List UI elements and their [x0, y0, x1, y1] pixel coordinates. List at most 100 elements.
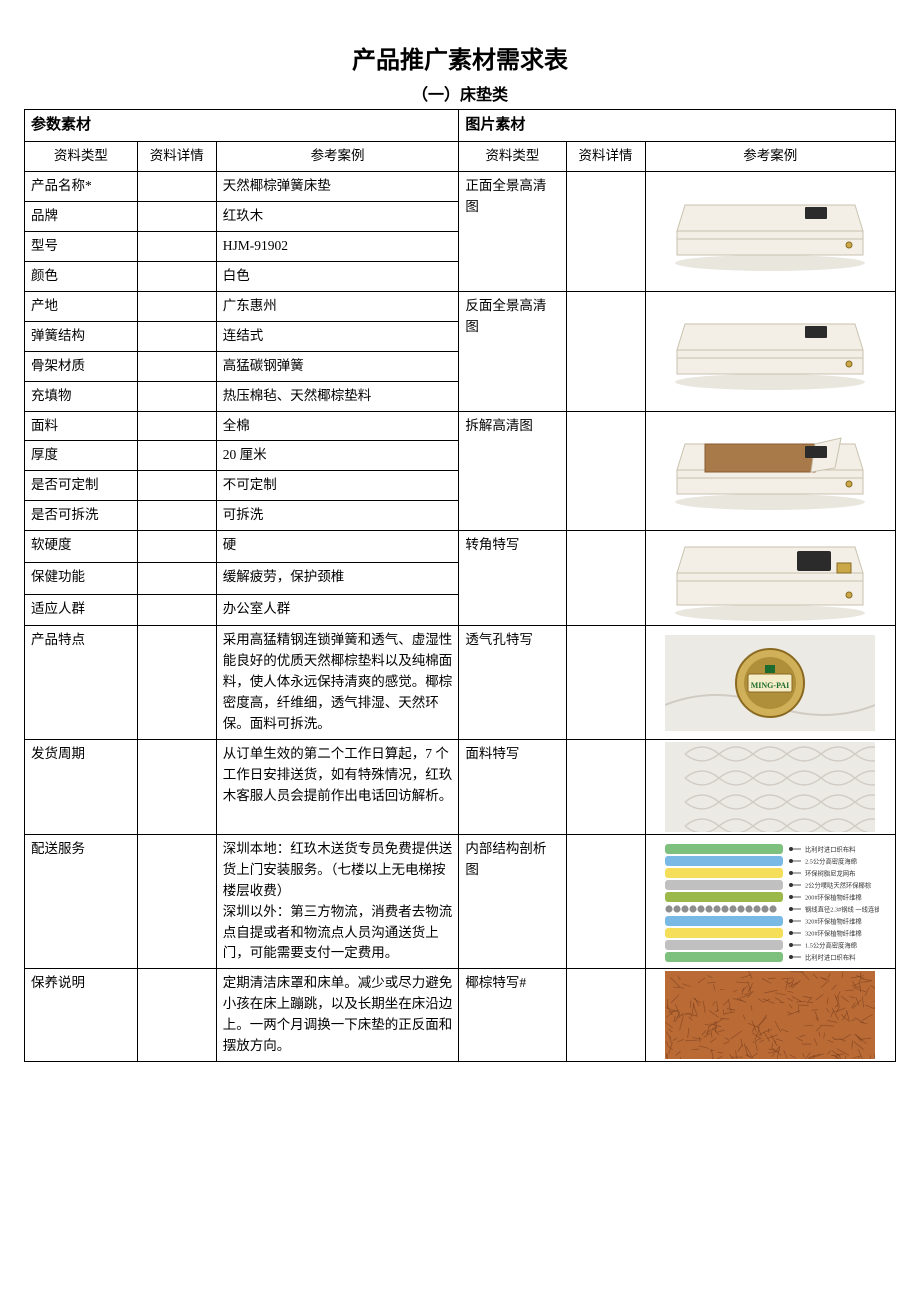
image-label: 内部结构剖析图	[459, 834, 566, 969]
svg-text:320#环保植物纤维棉: 320#环保植物纤维棉	[805, 916, 862, 925]
param-label: 是否可拆洗	[25, 501, 138, 531]
svg-text:环保树脂尼龙网布: 环保树脂尼龙网布	[805, 868, 855, 877]
svg-text:钢线直径2.3#钢线 一线连锁拉丝弹丝弹簧: 钢线直径2.3#钢线 一线连锁拉丝弹丝弹簧	[805, 904, 879, 913]
table-row: 产品特点采用高猛精钢连锁弹簧和透气、虚湿性能良好的优质天然椰棕垫料以及纯棉面料，…	[25, 626, 896, 740]
param-detail	[137, 291, 216, 321]
param-example: 全棉	[216, 411, 459, 441]
col-header-0: 资料类型	[25, 142, 138, 172]
param-label: 颜色	[25, 261, 138, 291]
param-label: 适应人群	[25, 594, 138, 626]
param-detail	[137, 834, 216, 969]
svg-text:320#环保植物纤维棉: 320#环保植物纤维棉	[805, 928, 862, 937]
svg-text:MING-PAI: MING-PAI	[751, 681, 790, 690]
param-example: 从订单生效的第二个工作日算起，7 个工作日安排送货，如有特殊情况，红玖木客服人员…	[216, 739, 459, 834]
param-detail	[137, 381, 216, 411]
param-label: 产品特点	[25, 626, 138, 740]
param-label: 厚度	[25, 441, 138, 471]
table-row: 产地广东惠州反面全景高清图	[25, 291, 896, 321]
image-detail	[566, 411, 645, 531]
svg-text:2公分噗哒天然环保椰棕: 2公分噗哒天然环保椰棕	[805, 880, 872, 889]
param-label: 品牌	[25, 202, 138, 232]
image-label: 反面全景高清图	[459, 291, 566, 411]
param-label: 是否可定制	[25, 471, 138, 501]
param-example: 20 厘米	[216, 441, 459, 471]
svg-text:2.5公分高密度海绵: 2.5公分高密度海绵	[805, 856, 857, 865]
table-row: 软硬度硬转角特写	[25, 531, 896, 563]
param-detail	[137, 501, 216, 531]
param-example: HJM-91902	[216, 232, 459, 262]
param-detail	[137, 411, 216, 441]
param-example: 硬	[216, 531, 459, 563]
param-example: 天然椰棕弹簧床垫	[216, 172, 459, 202]
image-detail	[566, 291, 645, 411]
param-label: 保健功能	[25, 562, 138, 594]
param-detail	[137, 626, 216, 740]
param-example: 缓解疲劳，保护颈椎	[216, 562, 459, 594]
svg-text:比利时进口织布料: 比利时进口织布料	[805, 952, 856, 961]
image-label: 转角特写	[459, 531, 566, 626]
param-example: 定期清洁床罩和床单。减少或尽力避免小孩在床上蹦跳，以及长期坐在床沿边上。一两个月…	[216, 969, 459, 1062]
param-label: 骨架材质	[25, 351, 138, 381]
param-detail	[137, 261, 216, 291]
col-header-1: 资料详情	[137, 142, 216, 172]
param-example: 红玖木	[216, 202, 459, 232]
col-header-4: 资料详情	[566, 142, 645, 172]
col-header-2: 参考案例	[216, 142, 459, 172]
param-label: 面料	[25, 411, 138, 441]
param-detail	[137, 594, 216, 626]
param-example: 热压棉毡、天然椰棕垫料	[216, 381, 459, 411]
param-example: 高猛碳钢弹簧	[216, 351, 459, 381]
page-subtitle: （一）床垫类	[24, 81, 896, 105]
mattress-front	[645, 172, 896, 292]
image-detail	[566, 626, 645, 740]
image-label: 透气孔特写	[459, 626, 566, 740]
mattress-corner	[645, 531, 896, 626]
image-label: 面料特写	[459, 739, 566, 834]
image-detail	[566, 739, 645, 834]
param-detail	[137, 321, 216, 351]
param-detail	[137, 232, 216, 262]
param-detail	[137, 739, 216, 834]
param-example: 白色	[216, 261, 459, 291]
image-detail	[566, 172, 645, 292]
param-label: 发货周期	[25, 739, 138, 834]
mattress-open	[645, 411, 896, 531]
svg-text:1.5公分高密度海绵: 1.5公分高密度海绵	[805, 940, 857, 949]
table-row: 发货周期从订单生效的第二个工作日算起，7 个工作日安排送货，如有特殊情况，红玖木…	[25, 739, 896, 834]
param-detail	[137, 562, 216, 594]
param-example: 深圳本地：红玖木送货专员免费提供送货上门安装服务。（七楼以上无电梯按楼层收费） …	[216, 834, 459, 969]
param-example: 可拆洗	[216, 501, 459, 531]
quilt-pattern	[645, 739, 896, 834]
svg-text:比利时进口织布料: 比利时进口织布料	[805, 844, 856, 853]
param-detail	[137, 969, 216, 1062]
col-header-5: 参考案例	[645, 142, 896, 172]
param-example: 广东惠州	[216, 291, 459, 321]
table-row: 面料全棉拆解高清图	[25, 411, 896, 441]
section-header-right: 图片素材	[459, 110, 896, 142]
param-example: 办公室人群	[216, 594, 459, 626]
param-label: 产品名称*	[25, 172, 138, 202]
param-label: 配送服务	[25, 834, 138, 969]
param-detail	[137, 441, 216, 471]
coir-texture	[645, 969, 896, 1062]
param-label: 充填物	[25, 381, 138, 411]
param-example: 采用高猛精钢连锁弹簧和透气、虚湿性能良好的优质天然椰棕垫料以及纯棉面料，使人体永…	[216, 626, 459, 740]
section-header-left: 参数素材	[25, 110, 459, 142]
image-detail	[566, 531, 645, 626]
structure-layers: 比利时进口织布料 2.5公分高密度海绵 环保树脂尼龙网布 2公分噗哒天然环保椰棕…	[645, 834, 896, 969]
image-detail	[566, 969, 645, 1062]
image-detail	[566, 834, 645, 969]
image-label: 正面全景高清图	[459, 172, 566, 292]
mattress-back	[645, 291, 896, 411]
param-example: 不可定制	[216, 471, 459, 501]
param-label: 保养说明	[25, 969, 138, 1062]
vent-badge: MING-PAI	[645, 626, 896, 740]
page-title: 产品推广素材需求表	[24, 40, 896, 75]
param-label: 型号	[25, 232, 138, 262]
col-header-3: 资料类型	[459, 142, 566, 172]
param-label: 产地	[25, 291, 138, 321]
param-detail	[137, 172, 216, 202]
param-example: 连结式	[216, 321, 459, 351]
table-row: 产品名称*天然椰棕弹簧床垫正面全景高清图	[25, 172, 896, 202]
param-label: 软硬度	[25, 531, 138, 563]
